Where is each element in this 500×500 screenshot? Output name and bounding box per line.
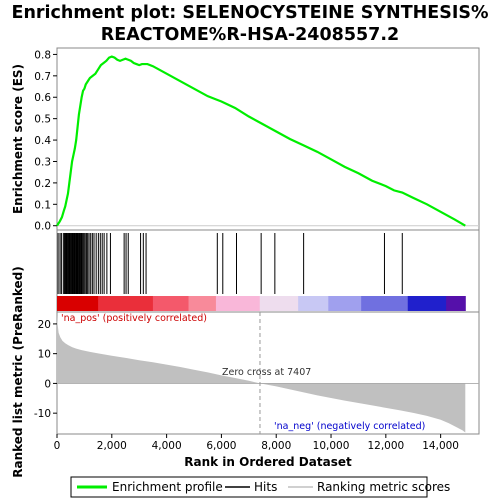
colorbar-segment [328, 296, 361, 311]
x-tick-label: 14,000 [422, 440, 459, 452]
positive-correlation-label: 'na_pos' (positively correlated) [61, 313, 207, 324]
es-y-axis: 0.0 0.1 0.2 0.3 0.4 0.5 0.6 0.7 0.8 [34, 49, 57, 232]
es-y-axis-label: Enrichment score (ES) [11, 64, 25, 214]
rank-colorbar [57, 296, 466, 311]
x-tick-label: 2,000 [97, 440, 127, 452]
metric-y-axis: -10 0 10 20 [34, 319, 57, 420]
metric-y-tick-label: 10 [38, 349, 51, 361]
es-y-tick-label: 0.0 [34, 221, 51, 233]
colorbar-segment [189, 296, 217, 311]
x-tick-label: 4,000 [152, 440, 182, 452]
es-y-tick-label: 0.5 [34, 114, 51, 126]
es-y-tick-label: 0.4 [34, 135, 51, 147]
colorbar-segment [98, 296, 153, 311]
colorbar-segment [260, 296, 299, 311]
colorbar-segment [298, 296, 329, 311]
colorbar-segment [408, 296, 447, 311]
metric-y-tick-label: 0 [44, 378, 51, 390]
x-tick-label: 12,000 [367, 440, 404, 452]
es-y-tick-label: 0.2 [34, 178, 51, 190]
colorbar-segment [446, 296, 466, 311]
chart-title-line-1: Enrichment plot: SELENOCYSTEINE SYNTHESI… [11, 3, 488, 23]
es-y-tick-label: 0.1 [34, 199, 51, 211]
x-tick-label: 6,000 [206, 440, 236, 452]
x-tick-label: 8,000 [261, 440, 291, 452]
metric-y-axis-label: Ranked list metric (PreRanked) [11, 266, 25, 478]
x-axis-label: Rank in Ordered Dataset [184, 455, 352, 469]
colorbar-segment [216, 296, 260, 311]
es-y-tick-label: 0.6 [34, 92, 51, 104]
zero-cross-label: Zero cross at 7407 [222, 367, 311, 378]
es-y-tick-label: 0.7 [34, 71, 51, 83]
legend-label-enrichment-profile: Enrichment profile [112, 480, 223, 494]
negative-correlation-label: 'na_neg' (negatively correlated) [274, 421, 425, 432]
metric-y-tick-label: 20 [38, 319, 51, 331]
colorbar-segment [361, 296, 408, 311]
es-y-tick-label: 0.8 [34, 49, 51, 61]
es-panel-frame [57, 48, 479, 230]
legend-label-hits: Hits [254, 480, 277, 494]
colorbar-segment [57, 296, 99, 311]
x-tick-label: 0 [54, 440, 61, 452]
chart-title-line-2: REACTOME%R-HSA-2408557.2 [101, 25, 399, 45]
es-y-tick-label: 0.3 [34, 156, 51, 168]
metric-x-axis: 0 2,000 4,000 6,000 8,000 10,000 12,000 14,000 [54, 434, 459, 452]
x-tick-label: 10,000 [313, 440, 350, 452]
legend-label-ranking-metric: Ranking metric scores [317, 480, 450, 494]
metric-y-tick-label: -10 [34, 408, 51, 420]
colorbar-segment [153, 296, 189, 311]
